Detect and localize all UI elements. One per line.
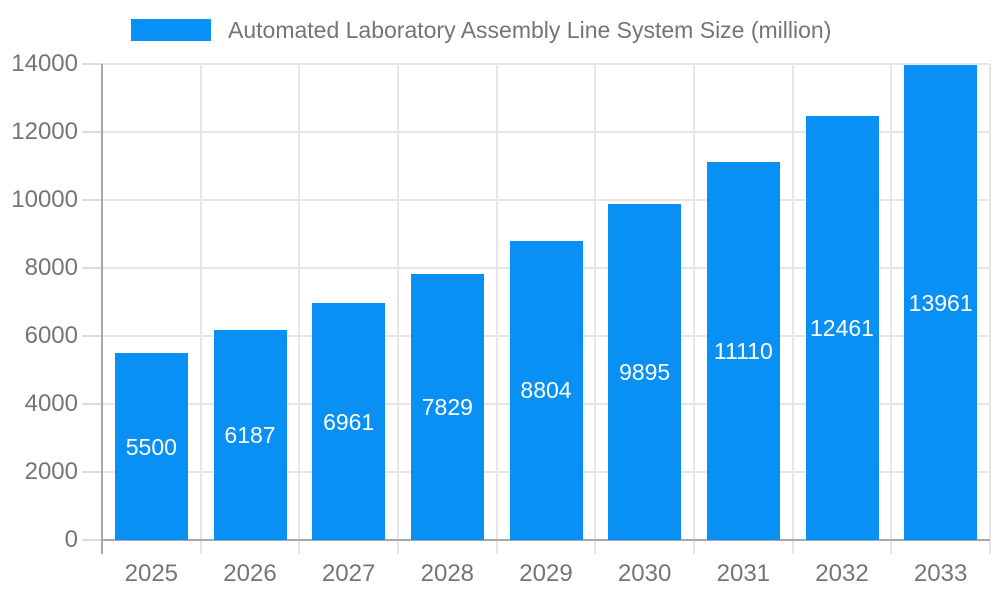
bar-value-label: 13961 (908, 289, 973, 316)
bar-2030 (608, 203, 682, 540)
x-axis-line (102, 539, 990, 541)
legend: Automated Laboratory Assembly Line Syste… (131, 17, 832, 43)
gridline-vertical (397, 64, 399, 554)
bar-value-label: 5500 (125, 433, 177, 460)
bar-2033 (904, 65, 978, 540)
y-tick-mark (82, 131, 102, 133)
y-axis-line (101, 64, 103, 554)
y-tick-mark (82, 403, 102, 405)
y-tick-mark (82, 539, 102, 541)
y-tick-label: 6000 (24, 322, 78, 349)
y-tick-mark (82, 63, 102, 65)
bar-2032 (805, 116, 879, 540)
x-tick-label: 2026 (223, 560, 277, 587)
x-tick-label: 2028 (420, 560, 475, 587)
gridline-vertical (693, 64, 695, 554)
bar-2025 (114, 353, 188, 540)
bar-value-label: 11110 (713, 338, 773, 365)
x-tick-label: 2032 (815, 560, 869, 587)
y-tick-mark (82, 267, 102, 269)
y-tick-label: 4000 (24, 390, 78, 417)
bar-2026 (213, 329, 287, 540)
bar-value-label: 6961 (323, 408, 375, 435)
y-tick-label: 14000 (11, 50, 78, 77)
legend-label: Automated Laboratory Assembly Line Syste… (228, 17, 832, 43)
gridline-vertical (890, 64, 893, 554)
y-tick-label: 10000 (11, 186, 78, 213)
x-tick-label: 2025 (124, 560, 179, 587)
x-tick-label: 2030 (617, 560, 672, 587)
x-tick-label: 2031 (716, 560, 771, 587)
gridline-horizontal (102, 199, 990, 201)
bar-value-label: 8804 (520, 377, 572, 404)
legend-swatch (131, 19, 211, 41)
y-tick-label: 8000 (24, 254, 78, 281)
y-tick-mark (82, 471, 102, 473)
gridline-vertical (791, 64, 794, 554)
bar-value-label: 6187 (224, 421, 276, 448)
bar-2028 (410, 273, 484, 540)
bar-value-label: 12461 (810, 315, 874, 342)
y-tick-label: 0 (64, 526, 78, 553)
y-tick-mark (82, 335, 102, 337)
x-tick-label: 2027 (321, 560, 376, 587)
bar-2029 (509, 240, 583, 540)
gridline-vertical (989, 64, 991, 554)
gridline-vertical (298, 64, 301, 554)
bar-value-label: 7829 (421, 393, 473, 420)
gridline-vertical (594, 64, 597, 554)
y-tick-mark (82, 199, 102, 201)
gridline-horizontal (102, 63, 990, 65)
bar-value-label: 9895 (619, 358, 671, 385)
gridline-horizontal (102, 131, 990, 133)
gridline-vertical (495, 64, 498, 554)
bar-2027 (312, 303, 386, 540)
x-tick-label: 2029 (519, 560, 573, 587)
bar-2031 (706, 162, 780, 540)
gridline-vertical (199, 64, 202, 554)
x-tick-label: 2033 (913, 560, 968, 587)
y-tick-label: 12000 (11, 118, 78, 145)
y-tick-label: 2000 (24, 458, 78, 485)
